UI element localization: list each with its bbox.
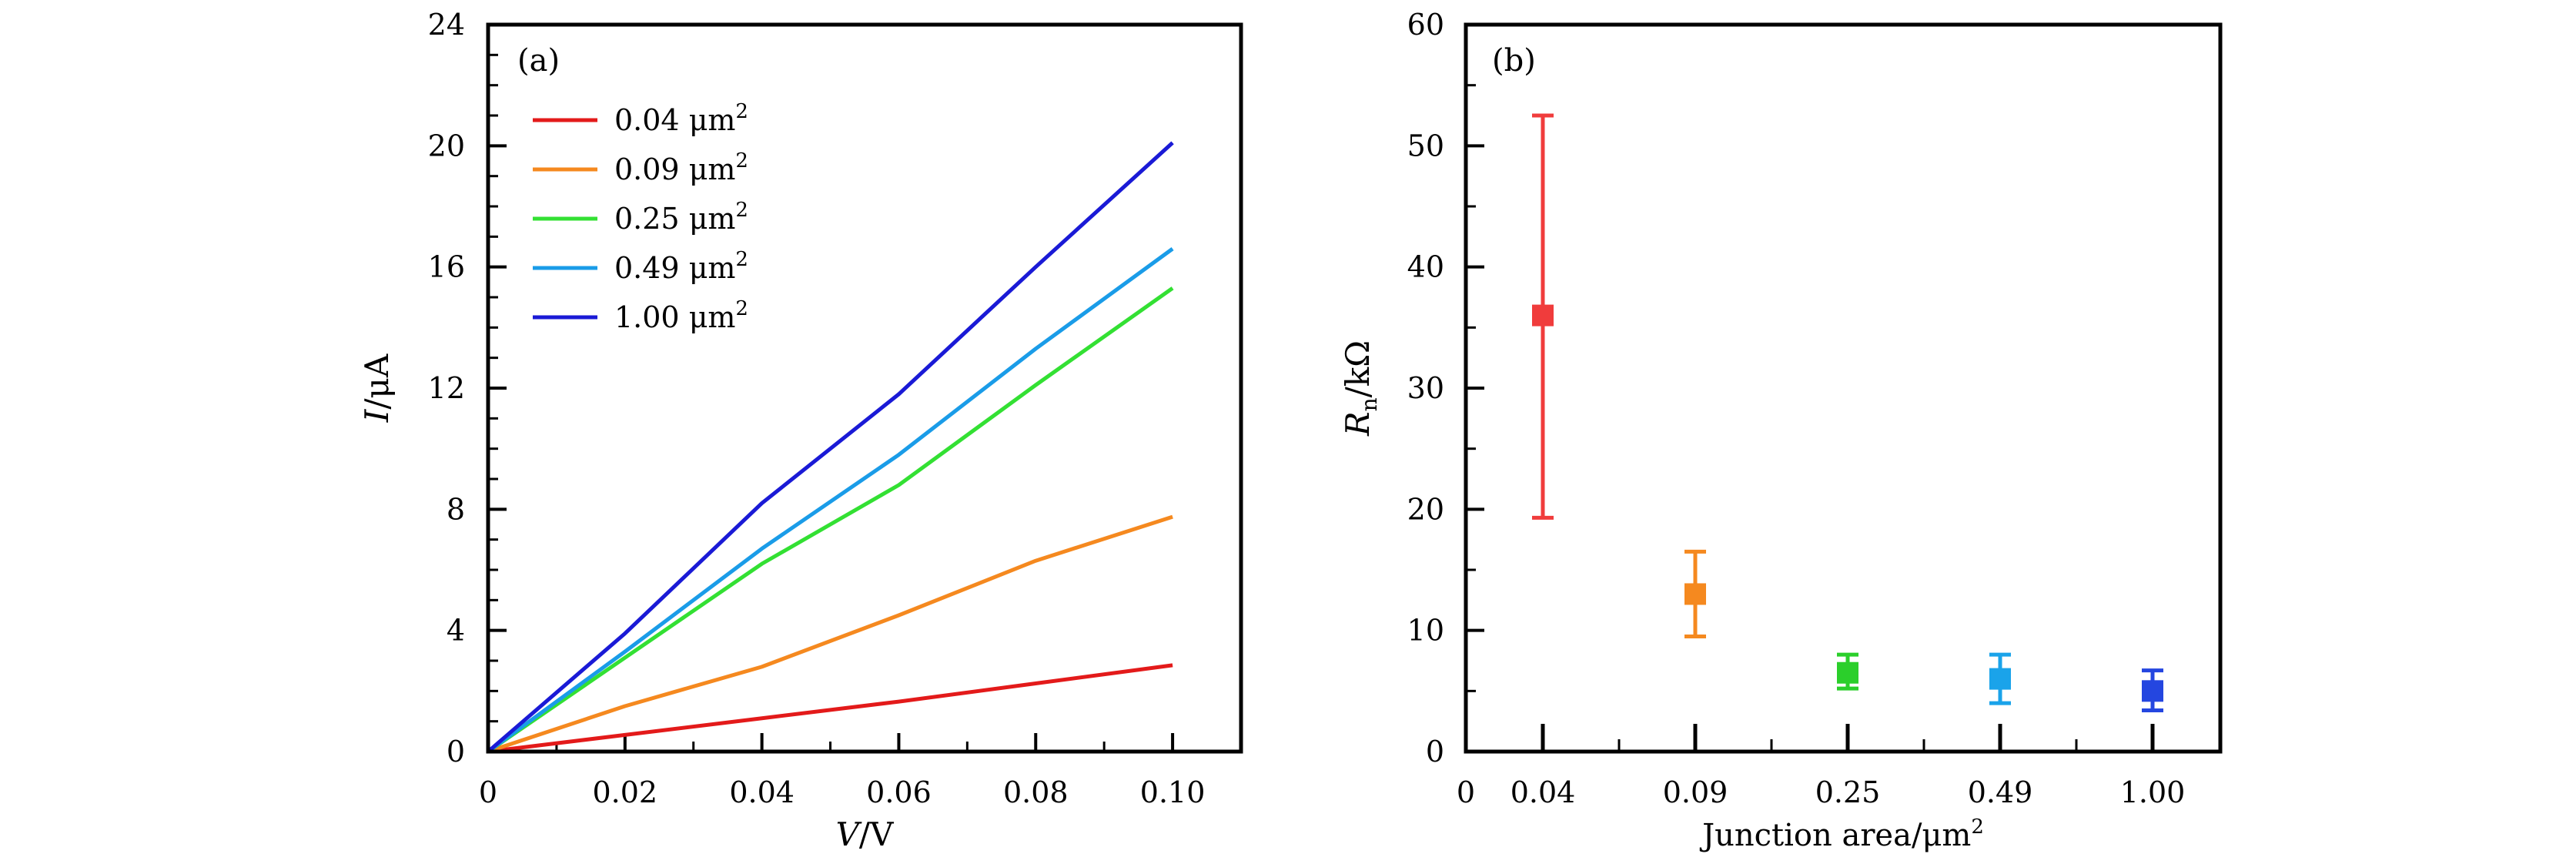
x-axis-unit: /V <box>859 815 894 853</box>
data-point-marker <box>1684 583 1706 605</box>
series-line <box>487 286 1174 754</box>
x-tick-label: 0.08 <box>1003 775 1069 809</box>
series-line <box>487 514 1173 754</box>
legend-label: 0.49 μm2 <box>614 248 748 285</box>
data-point-group <box>2142 668 2163 713</box>
x-axis-title: Junction area/μm2 <box>1699 815 1984 853</box>
data-point-group <box>1684 549 1706 639</box>
x-tick-label: 1.00 <box>2120 775 2186 809</box>
x-axis-variable: V <box>836 815 862 853</box>
legend-label-superscript: 2 <box>735 199 748 222</box>
y-axis-title: I/μA <box>358 353 396 423</box>
y-axis-subscript: n <box>1357 397 1382 411</box>
x-axis-title: V/V <box>836 815 894 853</box>
x-axis-title-superscript: 2 <box>1971 815 1984 839</box>
x-tick-label: 0.02 <box>593 775 658 809</box>
x-tick-label: 0.04 <box>1510 775 1576 809</box>
legend-label: 1.00 μm2 <box>614 297 748 334</box>
x-tick-label: 0.06 <box>866 775 932 809</box>
plot-frame <box>486 22 1243 754</box>
legend-label: 0.09 μm2 <box>614 149 748 186</box>
y-tick-label: 0 <box>447 735 465 769</box>
series-line <box>487 141 1174 753</box>
y-axis-unit: /μA <box>358 353 396 409</box>
panel-label: (a) <box>517 43 560 79</box>
y-tick-label: 20 <box>428 129 465 162</box>
y-tick-label: 4 <box>447 614 465 648</box>
legend-label: 0.25 μm2 <box>614 199 748 236</box>
data-point-group <box>1532 113 1554 520</box>
y-axis-variable: I <box>358 408 396 423</box>
data-point-marker <box>1989 668 2011 690</box>
y-tick-label: 50 <box>1407 129 1444 162</box>
legend-label-superscript: 2 <box>735 149 748 172</box>
panel-label: (b) <box>1492 43 1536 79</box>
y-tick-label: 16 <box>428 250 465 284</box>
data-point-marker <box>1532 304 1554 327</box>
y-tick-label: 10 <box>1407 614 1444 648</box>
y-axis-variable: R <box>1339 411 1377 437</box>
y-tick-label: 24 <box>428 8 465 42</box>
y-tick-label: 60 <box>1407 8 1444 42</box>
x-tick-label: 0 <box>479 775 497 809</box>
data-point-marker <box>2142 680 2163 702</box>
legend-label-text: 1.00 μm <box>614 300 735 334</box>
y-tick-label: 20 <box>1407 492 1444 526</box>
x-tick-label: 0.10 <box>1140 775 1206 809</box>
legend-label: 0.04 μm2 <box>614 100 748 137</box>
y-tick-label: 40 <box>1407 250 1444 284</box>
legend-label-text: 0.25 μm <box>614 202 735 236</box>
legend-label-superscript: 2 <box>735 297 748 320</box>
panel-b-chart: 0 10 20 30 40 50 60 0 0.04 0.09 0.25 0.49 1.00 (b) Jun… <box>1339 8 2223 853</box>
data-point-marker <box>1837 661 1858 684</box>
plot-frame <box>1464 22 2223 754</box>
x-origin-label: 0 <box>1457 775 1475 809</box>
y-axis-unit: /kΩ <box>1339 340 1377 397</box>
y-tick-label: 0 <box>1426 735 1444 769</box>
data-point-group <box>1989 652 2011 705</box>
legend-label-text: 0.09 μm <box>614 152 735 186</box>
y-tick-label: 8 <box>447 492 465 526</box>
y-tick-label: 30 <box>1407 371 1444 405</box>
x-tick-label: 0.49 <box>1968 775 2033 809</box>
x-tick-label: 0.04 <box>729 775 795 809</box>
x-axis-title-text: Junction area/μm <box>1699 818 1971 853</box>
legend-label-superscript: 2 <box>735 100 748 123</box>
panel-a-chart: 0 0.02 0.04 0.06 0.08 0.10 0 4 8 12 16 20 24 (a) 0.04 … <box>358 8 1243 853</box>
series-line <box>487 247 1174 754</box>
legend-label-text: 0.49 μm <box>614 251 735 285</box>
legend-label-superscript: 2 <box>735 248 748 271</box>
x-tick-label: 0.09 <box>1663 775 1728 809</box>
legend-label-text: 0.04 μm <box>614 103 735 137</box>
y-axis-title: Rn/kΩ <box>1339 340 1382 437</box>
y-tick-label: 12 <box>428 371 465 405</box>
data-point-group <box>1837 652 1858 691</box>
series-line <box>487 663 1173 754</box>
x-tick-label: 0.25 <box>1815 775 1881 809</box>
